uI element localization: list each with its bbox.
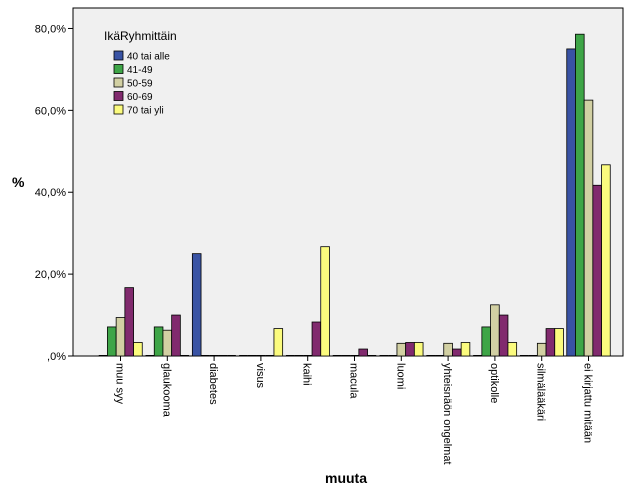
- bar-2-9: [536, 342, 547, 357]
- x-tick-label-5: macula: [348, 363, 360, 399]
- x-tick-label-2: diabetes: [207, 363, 219, 405]
- legend-swatch-4: [113, 104, 124, 115]
- bar-2-7: [443, 342, 453, 357]
- bars: [98, 33, 611, 357]
- bar-2-10: [583, 99, 594, 357]
- x-tick-label-10: ei kirjattu mitään: [582, 363, 594, 443]
- x-tick-label-0: muu syy: [114, 363, 126, 404]
- bar-4-4: [320, 246, 330, 357]
- bar-2-6: [396, 342, 407, 357]
- bar-3-9: [545, 328, 556, 357]
- bar-3-5: [358, 348, 368, 357]
- bar-4-6: [413, 342, 424, 357]
- x-tick-label-6: luomi: [394, 363, 406, 389]
- bar-3-6: [405, 342, 415, 357]
- legend-swatch-3: [113, 91, 124, 101]
- legend-swatch-0: [113, 50, 124, 61]
- bar-1-0: [107, 326, 117, 357]
- x-axis-title: muuta: [325, 470, 367, 486]
- bar-2-8: [490, 304, 500, 357]
- bar-4-3: [273, 328, 284, 357]
- x-tick-label-3: visus: [254, 363, 266, 389]
- legend-swatch-2: [113, 77, 124, 88]
- bar-3-0: [124, 287, 134, 357]
- bar-0-2: [191, 253, 202, 357]
- y-tick-label-3: 60,0%: [35, 105, 66, 117]
- bar-2-1: [162, 329, 173, 357]
- bar-3-8: [498, 314, 509, 357]
- bar-4-9: [554, 328, 564, 357]
- legend-swatch-1: [113, 64, 124, 74]
- legend-label-4: 70 tai yli: [127, 106, 164, 117]
- x-tick-label-7: yhteisnäön ongelmat: [441, 363, 453, 465]
- y-axis-title: %: [12, 174, 25, 190]
- bar-4-0: [133, 342, 143, 357]
- bar-3-10: [592, 184, 602, 357]
- bar-4-7: [460, 342, 471, 357]
- x-tick-label-8: optikolle: [488, 363, 500, 403]
- plot-area: [72, 7, 624, 357]
- y-axis: ,0% 20,0% 40,0% 60,0% 80,0%: [35, 23, 73, 363]
- bar-4-10: [601, 164, 611, 357]
- legend: IkäRyhmittäin 40 tai alle 41-49 50-59 60-69…: [104, 29, 177, 117]
- legend-label-3: 60-69: [127, 92, 153, 103]
- x-tick-label-1: glaukooma: [160, 363, 172, 418]
- y-tick-label-0: ,0%: [47, 351, 66, 363]
- bar-3-4: [311, 321, 322, 357]
- x-tick-label-4: kaihi: [301, 363, 313, 386]
- y-tick-label-4: 80,0%: [35, 23, 66, 35]
- bar-3-1: [171, 314, 181, 357]
- x-tick-label-9: silmälääkäri: [535, 363, 547, 421]
- y-tick-label-2: 40,0%: [35, 187, 66, 199]
- bar-1-1: [153, 326, 164, 357]
- bar-3-7: [452, 348, 462, 357]
- x-axis: muu syy glaukooma diabetes visus kaihi macula…: [114, 356, 594, 465]
- bar-1-8: [481, 326, 491, 357]
- bar-4-8: [507, 342, 518, 357]
- bar-0-10: [566, 48, 576, 357]
- bar-2-0: [115, 317, 126, 357]
- legend-label-1: 41-49: [127, 65, 153, 76]
- y-tick-label-1: 20,0%: [35, 269, 66, 281]
- legend-label-2: 50-59: [127, 79, 153, 90]
- bar-1-10: [575, 33, 585, 357]
- legend-label-0: 40 tai alle: [127, 52, 170, 63]
- legend-title: IkäRyhmittäin: [104, 29, 177, 43]
